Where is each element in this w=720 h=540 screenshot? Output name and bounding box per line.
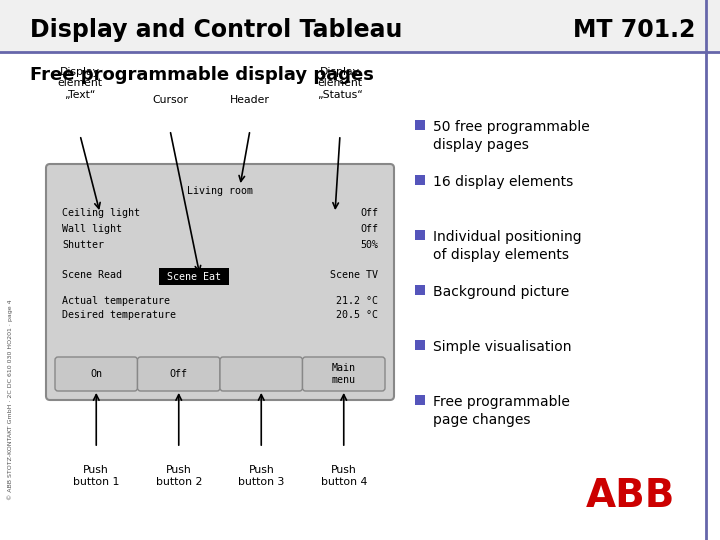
Text: Actual temperature: Actual temperature xyxy=(62,296,170,306)
Bar xyxy=(0,0,720,52)
Bar xyxy=(415,175,425,185)
Text: Shutter: Shutter xyxy=(62,240,104,250)
Text: Display and Control Tableau: Display and Control Tableau xyxy=(30,18,402,42)
Text: Individual positioning
of display elements: Individual positioning of display elemen… xyxy=(433,230,582,262)
Text: Main
menu: Main menu xyxy=(332,363,356,385)
Text: Push
button 4: Push button 4 xyxy=(320,465,367,487)
Text: Display
element
„Status“: Display element „Status“ xyxy=(317,67,363,100)
Text: Free programmable
page changes: Free programmable page changes xyxy=(433,395,570,427)
Text: Off: Off xyxy=(360,224,378,234)
Bar xyxy=(415,285,425,295)
Text: 16 display elements: 16 display elements xyxy=(433,175,573,189)
Text: Scene TV: Scene TV xyxy=(330,270,378,280)
Text: Free programmable display pages: Free programmable display pages xyxy=(30,66,374,84)
Bar xyxy=(415,395,425,405)
Text: 21.2 °C: 21.2 °C xyxy=(336,296,378,306)
FancyBboxPatch shape xyxy=(220,357,302,391)
Text: 20.5 °C: 20.5 °C xyxy=(336,310,378,320)
Text: Desired temperature: Desired temperature xyxy=(62,310,176,320)
Text: MT 701.2: MT 701.2 xyxy=(572,18,695,42)
FancyBboxPatch shape xyxy=(138,357,220,391)
Text: © ABB STOTZ-KONTAKT GmbH · 2C DC 610 030 HO201 · page 4: © ABB STOTZ-KONTAKT GmbH · 2C DC 610 030… xyxy=(7,300,13,501)
Text: Off: Off xyxy=(360,208,378,218)
Text: Living room: Living room xyxy=(187,186,253,196)
Text: Push
button 3: Push button 3 xyxy=(238,465,284,487)
Bar xyxy=(415,230,425,240)
Text: On: On xyxy=(90,369,102,379)
Text: Ceiling light: Ceiling light xyxy=(62,208,140,218)
Text: ABB: ABB xyxy=(585,477,675,515)
FancyBboxPatch shape xyxy=(46,164,394,400)
Text: 50%: 50% xyxy=(360,240,378,250)
Text: Off: Off xyxy=(170,369,188,379)
Bar xyxy=(415,120,425,130)
FancyBboxPatch shape xyxy=(302,357,385,391)
Text: Background picture: Background picture xyxy=(433,285,570,299)
FancyBboxPatch shape xyxy=(55,357,138,391)
Text: Cursor: Cursor xyxy=(152,95,188,105)
Text: Scene Eat: Scene Eat xyxy=(167,272,221,281)
Text: Simple visualisation: Simple visualisation xyxy=(433,340,572,354)
Bar xyxy=(415,340,425,350)
Text: Wall light: Wall light xyxy=(62,224,122,234)
Text: Push
button 1: Push button 1 xyxy=(73,465,120,487)
FancyBboxPatch shape xyxy=(159,268,229,285)
Text: Push
button 2: Push button 2 xyxy=(156,465,202,487)
Text: Scene Read: Scene Read xyxy=(62,270,122,280)
Text: 50 free programmable
display pages: 50 free programmable display pages xyxy=(433,120,590,152)
Text: Display
element
„Text“: Display element „Text“ xyxy=(58,67,102,100)
Text: Header: Header xyxy=(230,95,270,105)
